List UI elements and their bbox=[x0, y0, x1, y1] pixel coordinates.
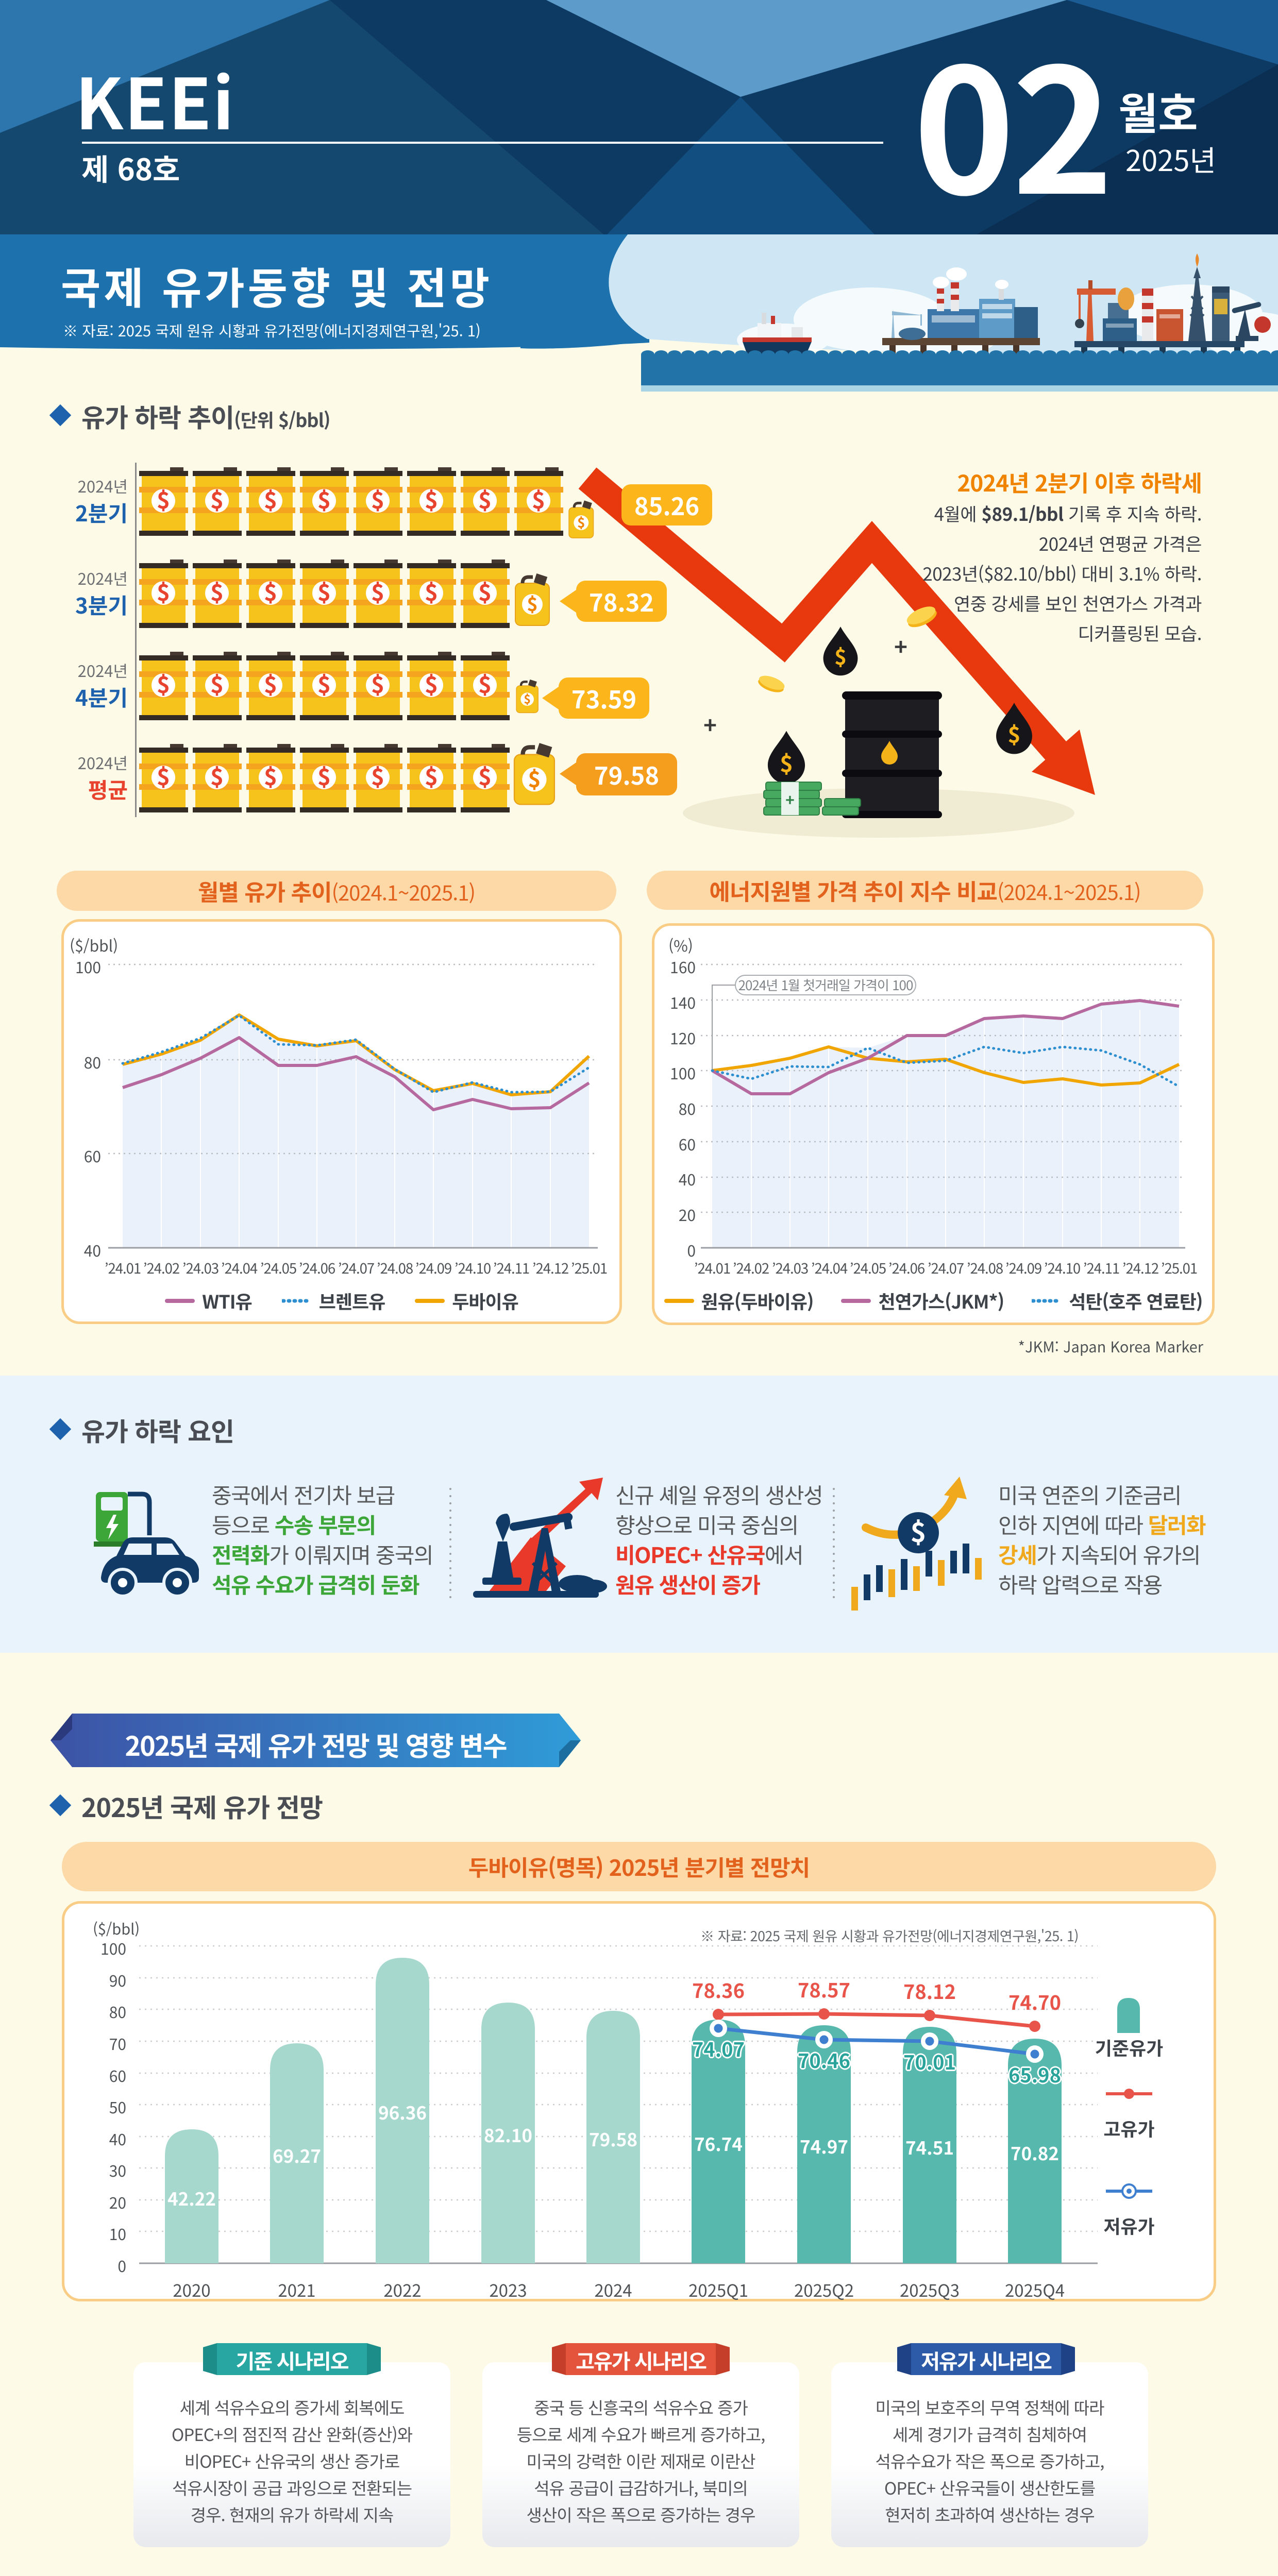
svg-text:+: + bbox=[703, 707, 717, 740]
svg-text:$: $ bbox=[1008, 718, 1021, 749]
svg-text:+: + bbox=[785, 788, 795, 810]
svg-text:+: + bbox=[894, 629, 907, 662]
svg-text:$: $ bbox=[834, 640, 847, 671]
svg-text:$: $ bbox=[780, 745, 793, 778]
svg-text:$: $ bbox=[911, 1511, 927, 1550]
